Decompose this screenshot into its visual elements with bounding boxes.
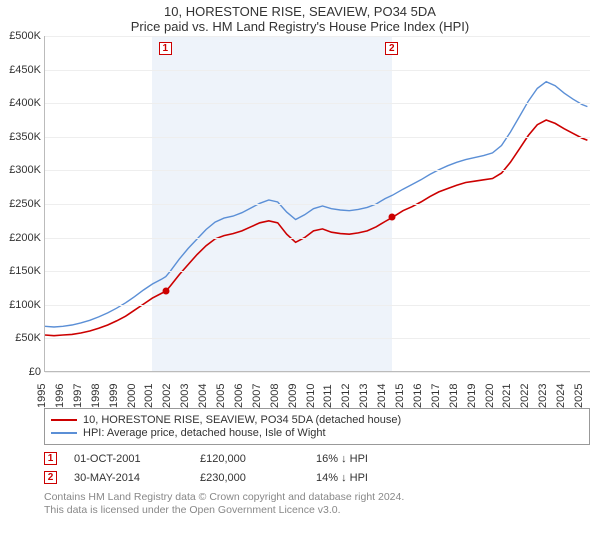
x-axis-label: 2018 [448, 384, 460, 408]
x-axis-label: 2004 [197, 384, 209, 408]
sale-marker-icon: 2 [44, 471, 57, 484]
series-line-property [45, 120, 587, 336]
x-axis-label: 1995 [36, 384, 48, 408]
x-axis-label: 2010 [305, 384, 317, 408]
y-axis-label: £300K [1, 164, 41, 176]
table-row: 2 30-MAY-2014 £230,000 14% ↓ HPI [44, 468, 590, 487]
y-gridline [45, 271, 590, 272]
sale-marker-icon: 1 [44, 452, 57, 465]
x-axis-label: 2021 [501, 384, 513, 408]
chart-title-address: 10, HORESTONE RISE, SEAVIEW, PO34 5DA [0, 4, 600, 19]
x-axis-label: 1997 [72, 384, 84, 408]
x-axis-label: 2009 [287, 384, 299, 408]
x-axis-label: 2016 [412, 384, 424, 408]
sale-date: 30-MAY-2014 [74, 472, 194, 484]
legend-label: 10, HORESTONE RISE, SEAVIEW, PO34 5DA (d… [83, 414, 401, 426]
x-axis-label: 1999 [108, 384, 120, 408]
y-gridline [45, 36, 590, 37]
x-axis-label: 2012 [340, 384, 352, 408]
x-axis-label: 2020 [484, 384, 496, 408]
y-gridline [45, 103, 590, 104]
sale-dot [162, 288, 169, 295]
footnote-line: Contains HM Land Registry data © Crown c… [44, 491, 590, 504]
x-axis-label: 2015 [394, 384, 406, 408]
y-gridline [45, 305, 590, 306]
x-axis-label: 2014 [376, 384, 388, 408]
legend-item: HPI: Average price, detached house, Isle… [51, 427, 583, 439]
sale-price: £230,000 [200, 472, 310, 484]
y-gridline [45, 204, 590, 205]
x-axis-label: 1996 [54, 384, 66, 408]
y-axis-label: £50K [1, 332, 41, 344]
sale-marker-box: 2 [385, 42, 398, 55]
y-gridline [45, 70, 590, 71]
x-axis-label: 2003 [179, 384, 191, 408]
x-axis-label: 2008 [269, 384, 281, 408]
x-axis-label: 2005 [215, 384, 227, 408]
x-axis-labels: 1995199619971998199920002001200220032004… [44, 372, 590, 406]
sale-price: £120,000 [200, 453, 310, 465]
x-axis-label: 2011 [322, 384, 334, 408]
plot-region: £0£50K£100K£150K£200K£250K£300K£350K£400… [44, 36, 590, 372]
y-axis-label: £100K [1, 299, 41, 311]
table-row: 1 01-OCT-2001 £120,000 16% ↓ HPI [44, 449, 590, 468]
x-axis-label: 2013 [358, 384, 370, 408]
x-axis-label: 2023 [537, 384, 549, 408]
sale-dot [389, 214, 396, 221]
x-axis-label: 2001 [143, 384, 155, 408]
x-axis-label: 2007 [251, 384, 263, 408]
sales-table: 1 01-OCT-2001 £120,000 16% ↓ HPI 2 30-MA… [44, 449, 590, 487]
x-axis-label: 2025 [573, 384, 585, 408]
x-axis-label: 1998 [90, 384, 102, 408]
x-axis-label: 2006 [233, 384, 245, 408]
chart-legend: 10, HORESTONE RISE, SEAVIEW, PO34 5DA (d… [44, 408, 590, 445]
y-axis-label: £0 [1, 366, 41, 378]
legend-swatch [51, 419, 77, 421]
x-axis-label: 2022 [519, 384, 531, 408]
chart-title-subtitle: Price paid vs. HM Land Registry's House … [0, 19, 600, 34]
attribution-footnote: Contains HM Land Registry data © Crown c… [44, 491, 590, 517]
y-gridline [45, 170, 590, 171]
y-gridline [45, 338, 590, 339]
x-axis-label: 2000 [126, 384, 138, 408]
footnote-line: This data is licensed under the Open Gov… [44, 504, 590, 517]
sale-date: 01-OCT-2001 [74, 453, 194, 465]
sale-diff: 14% ↓ HPI [316, 472, 426, 484]
y-axis-label: £350K [1, 131, 41, 143]
x-axis-label: 2019 [466, 384, 478, 408]
chart-title-block: 10, HORESTONE RISE, SEAVIEW, PO34 5DA Pr… [0, 0, 600, 36]
chart-area: £0£50K£100K£150K£200K£250K£300K£350K£400… [44, 36, 590, 406]
x-axis-label: 2002 [161, 384, 173, 408]
sale-marker-box: 1 [159, 42, 172, 55]
y-gridline [45, 238, 590, 239]
x-axis-label: 2024 [555, 384, 567, 408]
legend-label: HPI: Average price, detached house, Isle… [83, 427, 326, 439]
y-axis-label: £150K [1, 265, 41, 277]
legend-item: 10, HORESTONE RISE, SEAVIEW, PO34 5DA (d… [51, 414, 583, 426]
y-gridline [45, 137, 590, 138]
legend-swatch [51, 432, 77, 434]
sale-diff: 16% ↓ HPI [316, 453, 426, 465]
y-axis-label: £250K [1, 198, 41, 210]
y-axis-label: £200K [1, 232, 41, 244]
y-axis-label: £450K [1, 64, 41, 76]
y-axis-label: £400K [1, 97, 41, 109]
x-axis-label: 2017 [430, 384, 442, 408]
y-axis-label: £500K [1, 30, 41, 42]
